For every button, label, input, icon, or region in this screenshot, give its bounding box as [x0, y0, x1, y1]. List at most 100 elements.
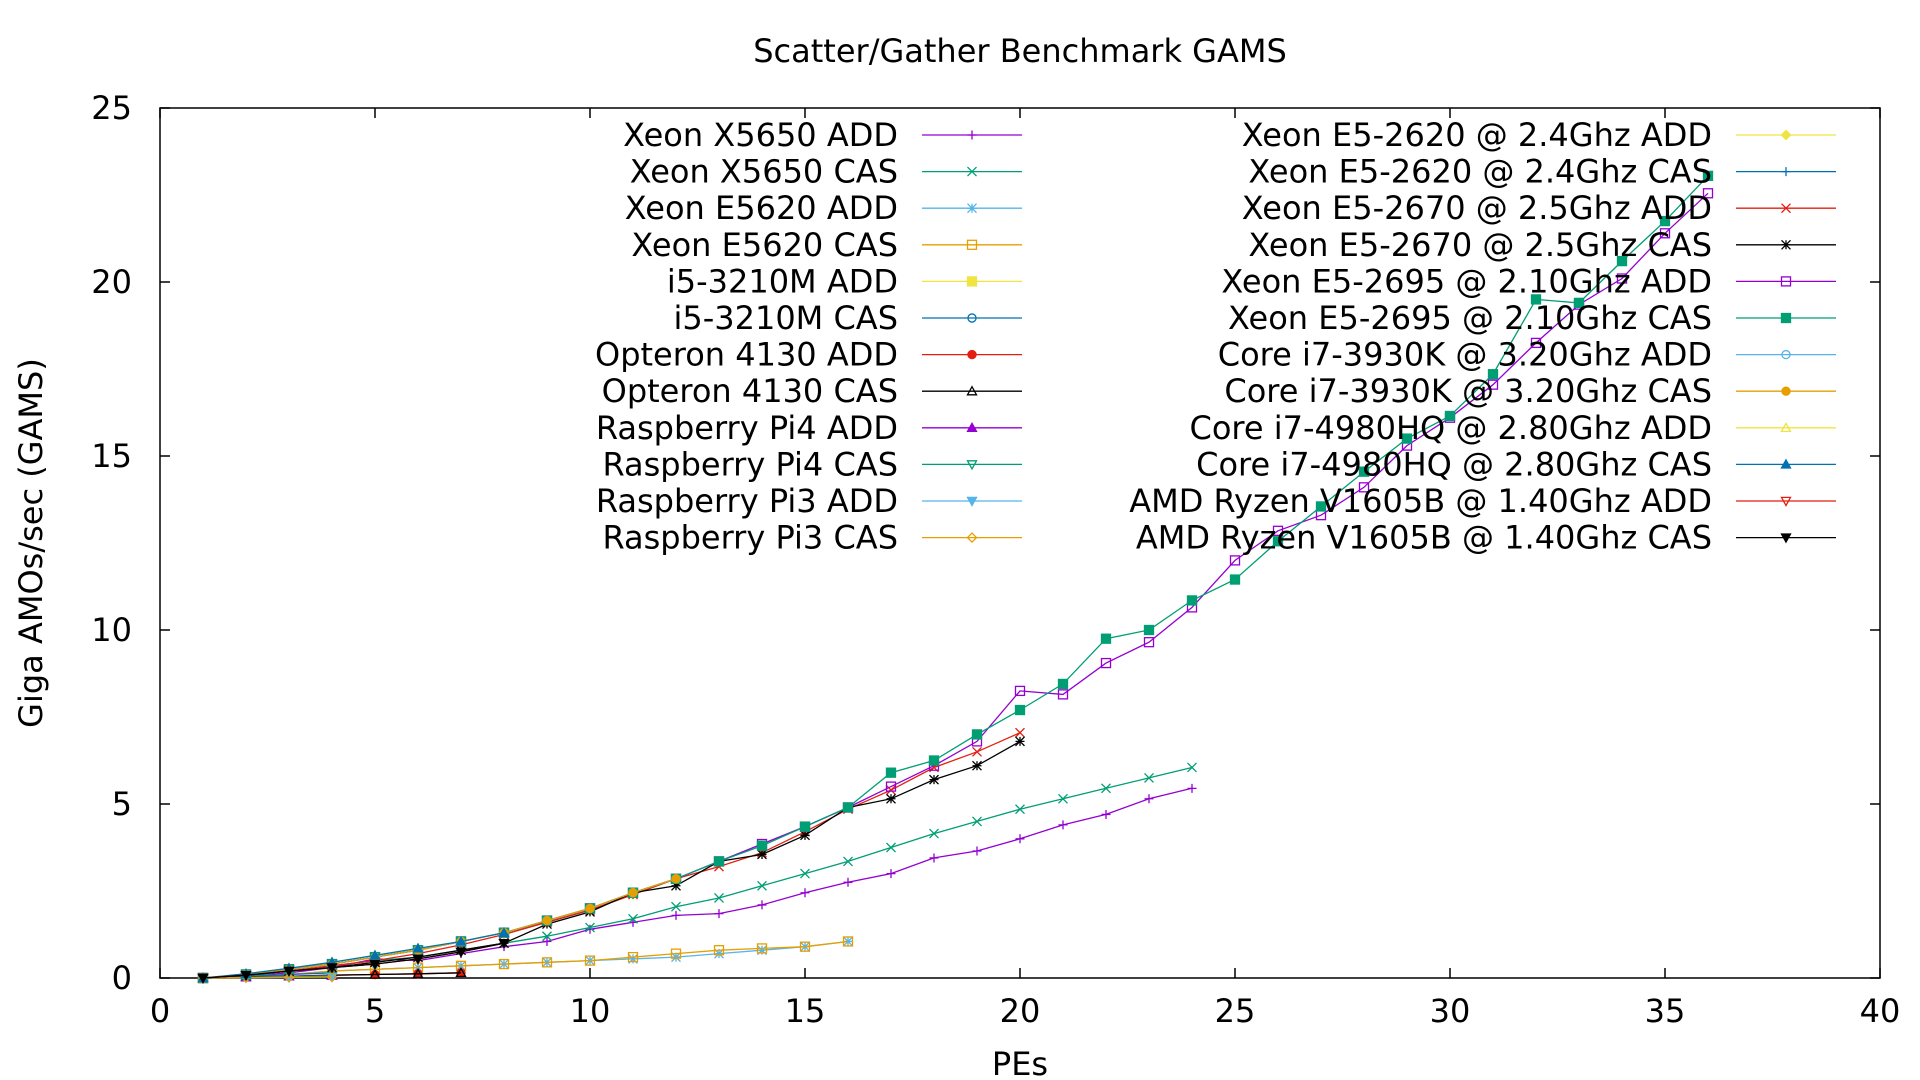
legend-label: Xeon E5-2620 @ 2.4Ghz ADD: [1242, 116, 1712, 154]
data-point: [670, 948, 682, 959]
data-point: [498, 926, 510, 938]
data-point: [671, 910, 681, 920]
legend-entry: Raspberry Pi3 CAS: [602, 519, 1022, 557]
data-point: [283, 971, 295, 983]
data-point: [541, 957, 553, 968]
y-axis-label: Giga AMOs/sec (GAMS): [12, 358, 50, 728]
data-point: [1315, 501, 1327, 512]
legend-label: i5-3210M ADD: [667, 262, 898, 300]
legend-entry: i5-3210M ADD: [667, 262, 1022, 300]
data-point: [1780, 312, 1792, 324]
legend-entry: Xeon E5620 CAS: [631, 226, 1022, 264]
data-point: [1781, 203, 1791, 214]
data-point: [1229, 555, 1241, 566]
data-point: [713, 856, 725, 867]
legend-label: Xeon E5-2620 @ 2.4Ghz CAS: [1248, 153, 1712, 191]
chart-title: Scatter/Gather Benchmark GAMS: [753, 32, 1287, 70]
data-point: [1616, 255, 1628, 267]
data-point: [1100, 633, 1112, 644]
data-point: [1780, 276, 1792, 287]
legend-entry: Xeon E5-2670 @ 2.5Ghz CAS: [1248, 226, 1836, 264]
data-point: [1487, 369, 1499, 380]
data-point: [671, 952, 681, 963]
data-point: [885, 767, 897, 778]
data-point: [412, 967, 424, 979]
data-point: [1143, 624, 1155, 636]
data-point: [1187, 783, 1197, 793]
data-point: [585, 922, 595, 933]
x-tick-label: 15: [785, 992, 826, 1030]
data-point: [1058, 793, 1068, 804]
data-point: [628, 913, 638, 924]
data-point: [967, 166, 977, 177]
series-line: [202, 940, 849, 979]
data-point: [929, 774, 939, 785]
legend-label: Core i7-3930K @ 3.20Ghz ADD: [1218, 336, 1712, 374]
data-point: [1487, 379, 1499, 390]
data-point: [972, 846, 982, 856]
data-point: [1272, 536, 1284, 547]
data-point: [714, 948, 724, 959]
data-point: [1272, 525, 1284, 536]
legend-label: Core i7-3930K @ 3.20Ghz CAS: [1224, 372, 1712, 410]
data-point: [1659, 215, 1671, 227]
data-point: [1058, 820, 1068, 830]
data-point: [1144, 794, 1154, 804]
legend-label: Raspberry Pi3 ADD: [596, 482, 898, 520]
data-point: [928, 755, 940, 766]
data-point: [971, 729, 983, 740]
data-point: [627, 951, 639, 963]
series-line: [202, 878, 677, 979]
series-line: [202, 732, 1021, 979]
y-tick-label: 5: [112, 785, 132, 823]
series-14: [198, 727, 1025, 983]
data-point: [585, 924, 595, 934]
y-tick-label: 0: [112, 959, 132, 997]
data-point: [1573, 297, 1585, 309]
data-point: [1530, 337, 1542, 349]
y-tick-label: 25: [91, 89, 132, 127]
data-point: [1057, 678, 1069, 690]
x-tick-label: 30: [1430, 992, 1471, 1030]
data-point: [1014, 685, 1026, 697]
data-point: [967, 130, 977, 140]
data-point: [1101, 783, 1111, 794]
data-point: [1358, 482, 1370, 493]
legend-entry: Xeon E5-2620 @ 2.4Ghz CAS: [1248, 153, 1836, 191]
data-point: [369, 949, 381, 960]
data-point: [1702, 170, 1714, 182]
legend-label: Xeon E5-2670 @ 2.5Ghz CAS: [1248, 226, 1712, 264]
legend-entry: Xeon E5-2695 @ 2.10Ghz ADD: [1221, 262, 1836, 300]
legend-entry: AMD Ryzen V1605B @ 1.40Ghz CAS: [1136, 519, 1836, 557]
series-line: [202, 878, 677, 979]
data-point: [842, 936, 854, 947]
data-point: [1530, 294, 1542, 305]
legend-entry: Raspberry Pi4 CAS: [602, 445, 1022, 483]
data-point: [843, 856, 853, 867]
data-point: [671, 901, 681, 912]
data-point: [671, 874, 681, 884]
data-point: [966, 385, 978, 396]
legend-entry: Xeon X5650 CAS: [630, 153, 1022, 191]
data-point: [455, 947, 467, 958]
data-point: [1444, 410, 1456, 422]
data-point: [967, 313, 977, 323]
data-point: [1100, 657, 1112, 669]
data-point: [1616, 273, 1628, 284]
data-point: [1143, 637, 1155, 648]
data-point: [628, 888, 638, 898]
legend-label: Core i7-4980HQ @ 2.80Ghz ADD: [1189, 409, 1712, 447]
data-point: [1781, 167, 1791, 177]
legend-entry: Core i7-4980HQ @ 2.80Ghz CAS: [1196, 445, 1836, 483]
data-point: [584, 955, 596, 966]
series-19: [198, 874, 681, 983]
data-point: [799, 941, 811, 952]
legend-entry: Xeon E5620 ADD: [625, 189, 1022, 227]
data-point: [498, 958, 510, 970]
data-point: [966, 421, 978, 433]
data-point: [1358, 466, 1370, 477]
data-point: [800, 888, 810, 898]
